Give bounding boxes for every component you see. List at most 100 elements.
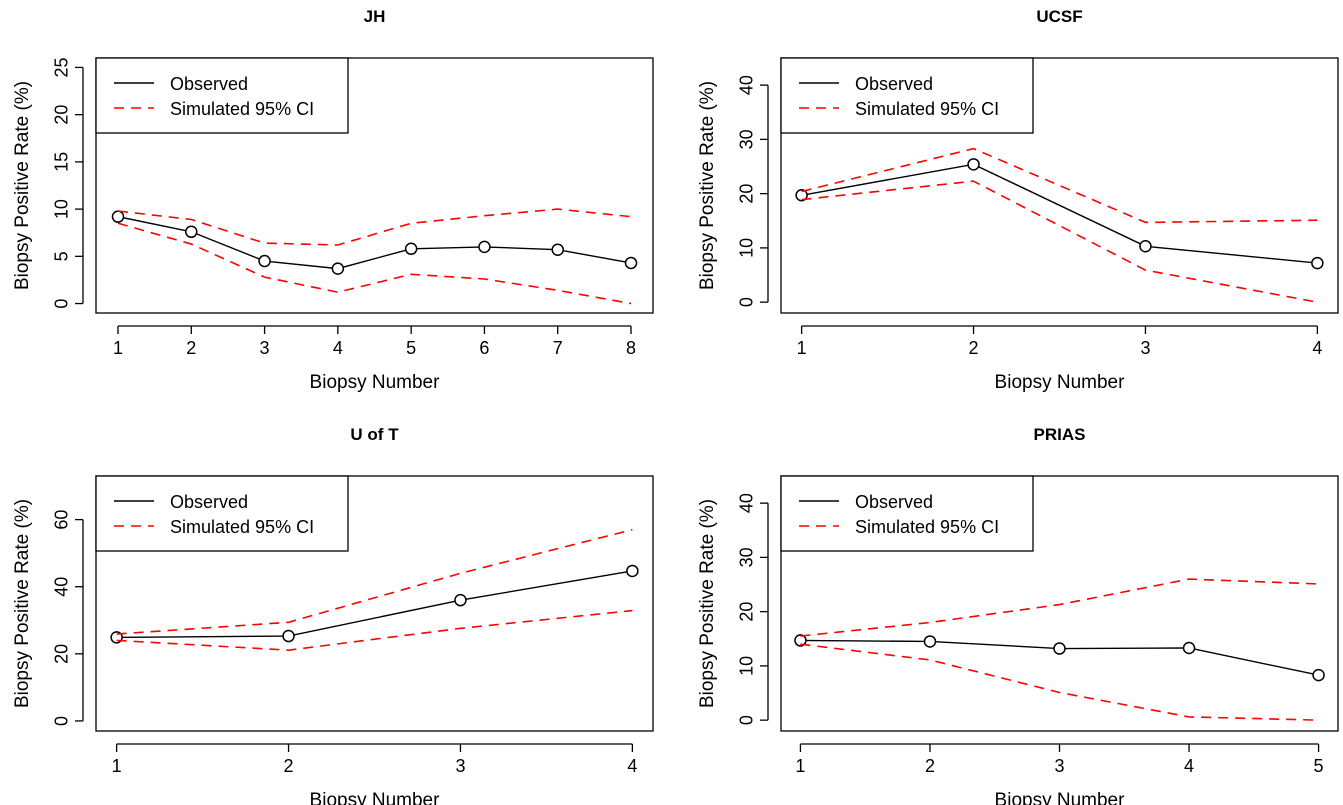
x-tick-label: 3 — [1054, 756, 1064, 776]
legend-box — [780, 475, 1034, 552]
x-axis: 1 2 3 4 — [112, 743, 637, 776]
observed-point — [185, 225, 198, 239]
x-axis: 1 2 3 4 5 6 7 8 — [113, 325, 636, 358]
legend-box — [95, 475, 349, 552]
plot-frame — [780, 475, 1339, 732]
y-tick-label: 15 — [52, 152, 72, 172]
y-tick-label: 0 — [737, 297, 757, 307]
x-tick-label: 6 — [479, 338, 489, 358]
legend-observed-label: Observed — [855, 492, 933, 512]
x-tick-label: 7 — [553, 338, 563, 358]
observed-point — [478, 240, 491, 254]
x-tick-label: 1 — [795, 756, 805, 776]
observed-line — [116, 570, 633, 639]
legend-box — [95, 57, 349, 134]
observed-point — [282, 629, 295, 643]
chart-panel: PRIAS 1 2 3 4 5 Biopsy Number 0 10 20 30 40 Biopsy P… — [697, 425, 1339, 805]
x-tick-label: 2 — [925, 756, 935, 776]
x-tick-label: 5 — [406, 338, 416, 358]
ci-line — [116, 528, 633, 635]
x-tick-label: 4 — [333, 338, 343, 358]
plot-frame — [95, 475, 654, 732]
y-axis: 0 10 20 30 40 — [737, 75, 769, 307]
chart-title: PRIAS — [1034, 425, 1086, 444]
chart-title: JH — [364, 7, 386, 26]
legend: Observed Simulated 95% CI — [95, 475, 349, 552]
legend-observed-label: Observed — [170, 74, 248, 94]
y-tick-label: 25 — [52, 57, 72, 77]
x-axis-label: Biopsy Number — [310, 372, 441, 393]
x-tick-label: 2 — [284, 756, 294, 776]
y-tick-label: 60 — [52, 510, 72, 530]
x-axis: 1 2 3 4 5 — [795, 743, 1324, 776]
legend-observed-label: Observed — [855, 74, 933, 94]
observed-point — [1311, 256, 1324, 270]
y-tick-label: 20 — [52, 644, 72, 664]
y-axis: 0 5 10 15 20 25 — [52, 57, 84, 309]
x-tick-label: 4 — [627, 756, 637, 776]
legend-simulated-label: Simulated 95% CI — [170, 99, 314, 119]
x-axis-label: Biopsy Number — [995, 372, 1126, 393]
chart-title: U of T — [350, 425, 399, 444]
y-tick-label: 0 — [52, 299, 72, 309]
legend-simulated-label: Simulated 95% CI — [855, 99, 999, 119]
observed-point — [624, 256, 638, 270]
ci-line — [801, 147, 1318, 224]
chart-panel: U of T 1 2 3 4 Biopsy Number 0 20 40 60 Biopsy Pos… — [12, 425, 654, 805]
y-tick-label: 40 — [52, 577, 72, 597]
y-axis-label: Biopsy Positive Rate (%) — [12, 499, 33, 708]
y-tick-label: 40 — [737, 493, 757, 513]
ci-line — [800, 578, 1319, 637]
observed-point — [1312, 668, 1325, 682]
x-tick-label: 3 — [1140, 338, 1150, 358]
observed-point — [551, 243, 564, 256]
y-tick-label: 20 — [737, 184, 757, 204]
y-tick-label: 40 — [737, 75, 757, 95]
y-axis-label: Biopsy Positive Rate (%) — [12, 81, 33, 290]
y-axis: 0 10 20 30 40 — [737, 493, 769, 725]
observed-point — [794, 634, 807, 647]
legend-observed-label: Observed — [170, 492, 248, 512]
observed-point — [795, 189, 808, 202]
x-tick-label: 3 — [260, 338, 270, 358]
x-tick-label: 8 — [626, 338, 636, 358]
x-tick-label: 2 — [969, 338, 979, 358]
chart-title: UCSF — [1036, 7, 1082, 26]
observed-point — [1182, 641, 1196, 655]
observed-point — [1053, 642, 1066, 655]
x-axis: 1 2 3 4 — [797, 325, 1322, 358]
y-tick-label: 5 — [52, 251, 72, 261]
observed-point — [626, 564, 639, 578]
chart-panel: UCSF 1 2 3 4 Biopsy Number 0 10 20 30 40 Biopsy Pos… — [697, 7, 1339, 393]
plot-frame — [95, 57, 654, 314]
observed-point — [111, 210, 125, 223]
y-tick-label: 20 — [737, 602, 757, 622]
x-tick-label: 1 — [797, 338, 807, 358]
y-tick-label: 30 — [737, 129, 757, 149]
x-axis-label: Biopsy Number — [995, 790, 1126, 805]
ci-line — [801, 180, 1318, 303]
ci-line — [117, 222, 632, 305]
legend-simulated-label: Simulated 95% CI — [170, 517, 314, 537]
y-tick-label: 20 — [52, 105, 72, 125]
x-tick-label: 3 — [455, 756, 465, 776]
legend-simulated-label: Simulated 95% CI — [855, 517, 999, 537]
ci-line — [117, 208, 632, 246]
y-tick-label: 10 — [52, 199, 72, 219]
observed-point — [454, 593, 467, 607]
y-tick-label: 10 — [737, 656, 757, 676]
legend-box — [780, 57, 1034, 134]
plot-frame — [780, 57, 1339, 314]
observed-line — [117, 215, 632, 270]
x-tick-label: 5 — [1314, 756, 1324, 776]
observed-point — [1139, 240, 1152, 253]
legend: Observed Simulated 95% CI — [780, 57, 1034, 134]
y-tick-label: 0 — [52, 716, 72, 726]
observed-point — [331, 262, 345, 275]
x-axis-label: Biopsy Number — [310, 790, 441, 805]
observed-point — [404, 242, 418, 256]
y-tick-label: 10 — [737, 238, 757, 258]
y-axis-label: Biopsy Positive Rate (%) — [697, 81, 718, 290]
observed-point — [923, 635, 937, 648]
